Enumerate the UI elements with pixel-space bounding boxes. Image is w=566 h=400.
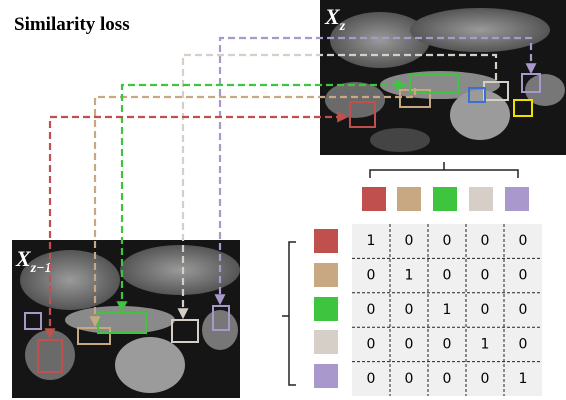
matrix-cell: 0 <box>367 371 376 387</box>
matrix-cell: 1 <box>481 336 490 352</box>
matrix-cell: 0 <box>367 336 376 352</box>
matrix-cell: 0 <box>519 302 528 318</box>
matrix-cell: 0 <box>519 336 528 352</box>
matrix-cell: 0 <box>405 302 414 318</box>
ct-image-top <box>320 0 566 155</box>
matrix-cell: 0 <box>481 233 490 249</box>
bracket-left <box>282 241 296 386</box>
matrix-cell: 0 <box>367 268 376 284</box>
matrix-cell: 0 <box>443 233 452 249</box>
color-keys <box>314 187 529 388</box>
matrix-cell: 1 <box>367 233 376 249</box>
matrix-cell: 0 <box>519 268 528 284</box>
matrix-cell: 1 <box>443 302 452 318</box>
matrix-cell: 0 <box>405 233 414 249</box>
matrix-cell: 1 <box>519 371 528 387</box>
matrix-cell: 0 <box>481 268 490 284</box>
matrix-cell: 0 <box>519 233 528 249</box>
image-label-top: Xz <box>324 4 346 34</box>
matrix-cell: 0 <box>405 371 414 387</box>
correspondence-arrows <box>44 36 537 340</box>
matrix-cell: 0 <box>367 302 376 318</box>
similarity-matrix: 1 0 0 0 0 0 1 0 0 0 0 0 1 0 0 0 0 0 1 0 0 0 0 0 1 <box>352 224 542 396</box>
matrix-cell: 0 <box>443 268 452 284</box>
matrix-cell: 0 <box>405 336 414 352</box>
matrix-cell: 0 <box>443 371 452 387</box>
matrix-cell: 1 <box>405 268 414 284</box>
bracket-top <box>369 162 519 178</box>
matrix-cell: 0 <box>443 336 452 352</box>
title: Similarity loss <box>14 14 130 35</box>
matrix-cell: 0 <box>481 371 490 387</box>
matrix-cell: 0 <box>481 302 490 318</box>
